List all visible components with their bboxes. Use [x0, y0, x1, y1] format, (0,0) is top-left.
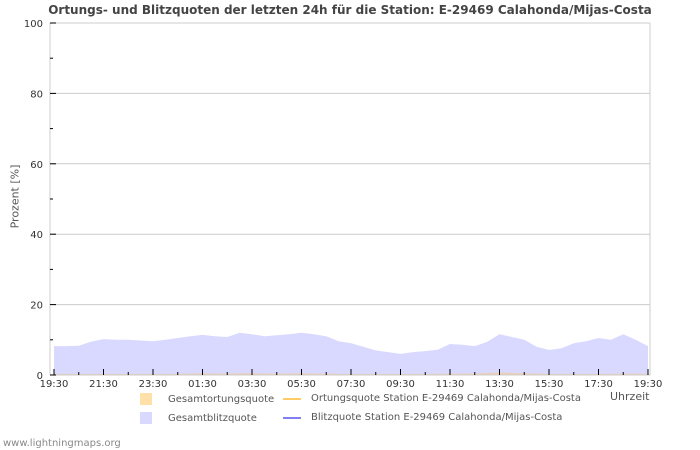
x-axis-label: Uhrzeit: [610, 390, 650, 403]
y-tick-label: 60: [30, 160, 43, 171]
y-tick-label: 0: [37, 371, 43, 382]
legend-swatch-orange-area: [140, 393, 152, 405]
legend-gesamtblitzquote: Gesamtblitzquote: [140, 412, 257, 424]
legend-ortungsquote-station: Ortungsquote Station E-29469 Calahonda/M…: [283, 393, 581, 404]
x-tick-label: 05:30: [287, 379, 316, 390]
legend-swatch-blue-line: [283, 416, 301, 419]
x-tick-label: 23:30: [139, 379, 168, 390]
x-tick-label: 03:30: [238, 379, 267, 390]
legend-label: Gesamtblitzquote: [168, 412, 257, 424]
x-tick-label: 19:30: [634, 379, 663, 390]
chart-title: Ortungs- und Blitzquoten der letzten 24h…: [48, 3, 652, 17]
area-gesamtblitzquote: [54, 332, 648, 375]
x-tick-label: 19:30: [40, 379, 69, 390]
x-tick-label: 07:30: [337, 379, 366, 390]
x-tick-label: 01:30: [188, 379, 217, 390]
y-axis-label: Prozent [%]: [8, 164, 22, 229]
y-tick-label: 20: [30, 301, 43, 312]
x-tick-label: 15:30: [535, 379, 564, 390]
legend-swatch-blue-area: [140, 412, 152, 424]
legend-gesamtortungsquote: Gesamtortungsquote: [140, 393, 274, 405]
legend-label: Gesamtortungsquote: [168, 393, 275, 405]
footer-source: www.lightningmaps.org: [3, 438, 121, 449]
y-tick-label: 80: [30, 89, 43, 100]
legend-label: Ortungsquote Station E-29469 Calahonda/M…: [311, 393, 581, 404]
x-tick-label: 21:30: [89, 379, 118, 390]
x-tick-label: 17:30: [584, 379, 613, 390]
y-tick-label: 40: [30, 230, 43, 241]
x-tick-label: 13:30: [485, 379, 514, 390]
legend-blitzquote-station: Blitzquote Station E-29469 Calahonda/Mij…: [283, 412, 562, 423]
legend-swatch-orange-line: [283, 397, 301, 400]
x-tick-label: 09:30: [386, 379, 415, 390]
y-tick-label: 100: [24, 19, 43, 30]
legend-label: Blitzquote Station E-29469 Calahonda/Mij…: [311, 412, 563, 423]
x-tick-label: 11:30: [436, 379, 465, 390]
